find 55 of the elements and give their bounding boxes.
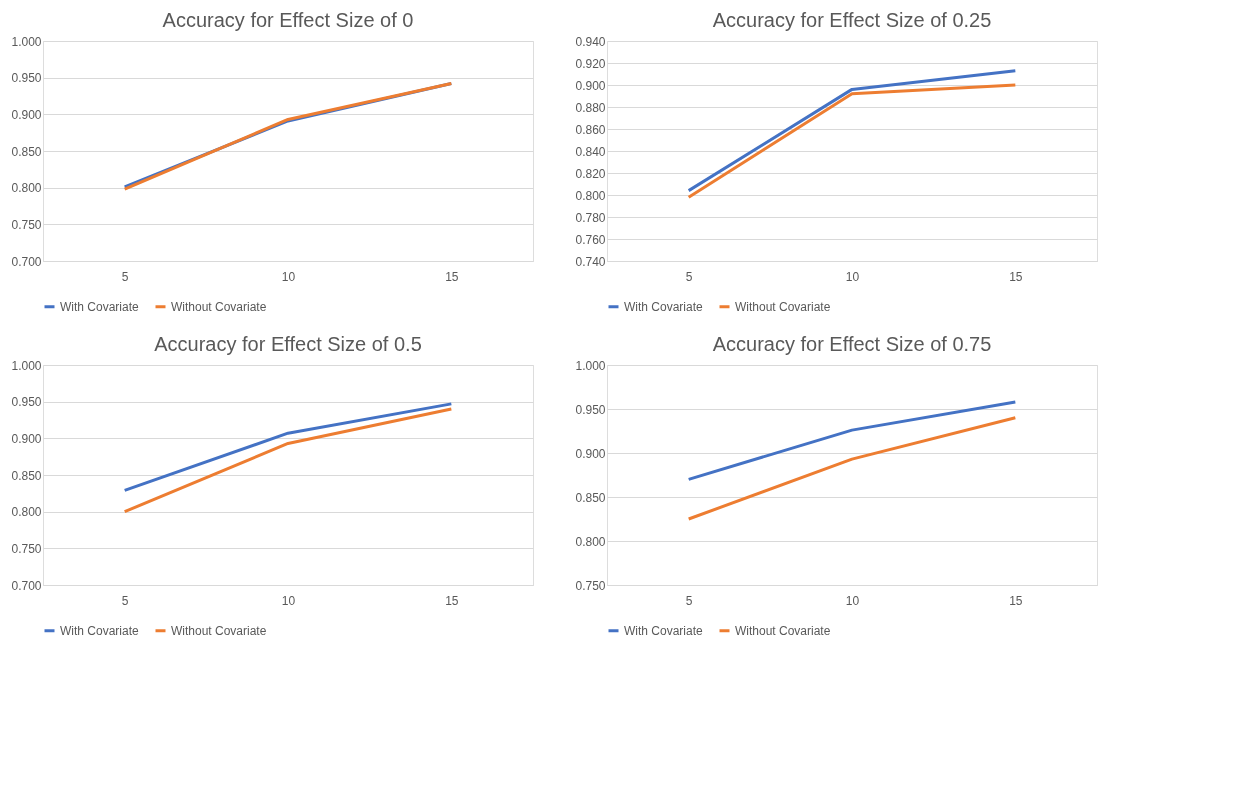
y-tick-label: 0.940 [575,34,606,49]
y-tick-label: 0.920 [575,56,606,71]
y-tick-label: 0.900 [575,78,606,93]
y-tick-label: 0.850 [11,468,42,483]
y-tick-label: 0.900 [11,107,42,122]
x-tick-label: 10 [845,593,860,608]
y-tick-label: 0.950 [11,71,42,86]
x-tick-label: 5 [685,269,693,284]
x-tick-label: 15 [1009,269,1023,284]
legend-label: With Covariate [624,623,704,638]
y-tick-label: 0.950 [575,402,606,417]
x-tick-label: 10 [281,593,296,608]
y-tick-label: 0.750 [11,217,42,232]
legend-label: With Covariate [60,299,140,314]
chart-title: Accuracy for Effect Size of 0 [162,9,414,31]
chart-title: Accuracy for Effect Size of 0.5 [154,333,422,355]
legend-label: Without Covariate [171,623,267,638]
y-tick-label: 0.700 [11,578,42,593]
x-tick-label: 15 [445,593,459,608]
y-tick-label: 0.750 [575,578,606,593]
chart-title: Accuracy for Effect Size of 0.75 [712,333,992,355]
y-tick-label: 0.750 [11,541,42,556]
y-tick-label: 0.780 [575,210,606,225]
y-tick-label: 0.820 [575,166,606,181]
y-tick-label: 0.800 [575,534,606,549]
y-tick-label: 0.850 [11,144,42,159]
legend-label: With Covariate [624,299,704,314]
y-tick-label: 0.880 [575,100,606,115]
x-tick-label: 5 [685,593,693,608]
y-tick-label: 0.800 [11,505,42,520]
y-tick-label: 0.850 [575,490,606,505]
y-tick-label: 0.840 [575,144,606,159]
legend-label: With Covariate [60,623,140,638]
x-tick-label: 10 [845,269,860,284]
x-tick-label: 15 [445,269,459,284]
x-tick-label: 15 [1009,593,1023,608]
legend-label: Without Covariate [171,299,267,314]
y-tick-label: 0.800 [11,181,42,196]
legend-label: Without Covariate [735,299,831,314]
y-tick-label: 1.000 [11,34,42,49]
y-tick-label: 1.000 [575,358,606,373]
y-tick-label: 0.900 [11,431,42,446]
chart-title: Accuracy for Effect Size of 0.25 [712,9,992,31]
y-tick-label: 0.800 [575,188,606,203]
y-tick-label: 0.760 [575,232,606,247]
y-tick-label: 0.860 [575,122,606,137]
y-tick-label: 1.000 [11,358,42,373]
x-tick-label: 5 [121,593,129,608]
y-tick-label: 0.740 [575,254,606,269]
x-tick-label: 10 [281,269,296,284]
x-tick-label: 5 [121,269,129,284]
y-tick-label: 0.700 [11,254,42,269]
y-tick-label: 0.900 [575,446,606,461]
legend-label: Without Covariate [735,623,831,638]
y-tick-label: 0.950 [11,395,42,410]
